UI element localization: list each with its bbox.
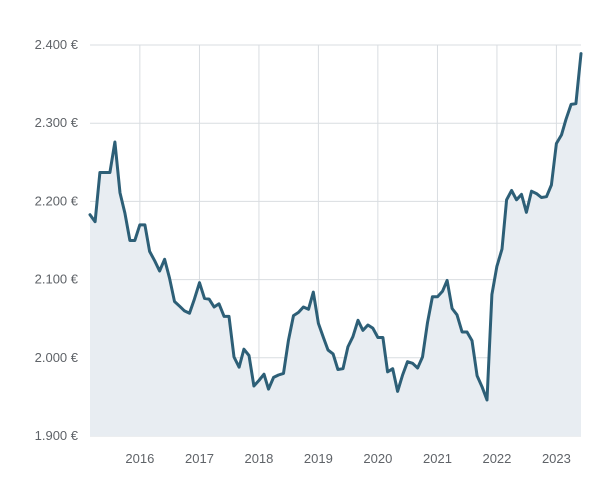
y-tick-label: 2.400 € [35, 37, 79, 52]
x-tick-label: 2018 [244, 451, 273, 466]
x-tick-label: 2019 [304, 451, 333, 466]
x-tick-label: 2020 [363, 451, 392, 466]
plot-area [88, 52, 583, 436]
y-tick-label: 2.300 € [35, 115, 79, 130]
x-tick-label: 2017 [185, 451, 214, 466]
series-line [88, 52, 583, 402]
y-tick-label: 2.000 € [35, 350, 79, 365]
y-tick-label: 2.100 € [35, 272, 79, 287]
x-tick-label: 2022 [482, 451, 511, 466]
y-axis: 1.900 € 2.000 € 2.100 € 2.200 € 2.300 € 2.400… [35, 37, 79, 443]
y-tick-label: 2.200 € [35, 193, 79, 208]
x-tick-label: 2021 [423, 451, 452, 466]
x-tick-label: 2016 [125, 451, 154, 466]
x-tick-label: 2023 [542, 451, 571, 466]
x-axis: 2016 2017 2018 2019 2020 2021 2022 2023 [125, 451, 570, 466]
series-area [90, 53, 581, 436]
y-tick-label: 1.900 € [35, 428, 79, 443]
